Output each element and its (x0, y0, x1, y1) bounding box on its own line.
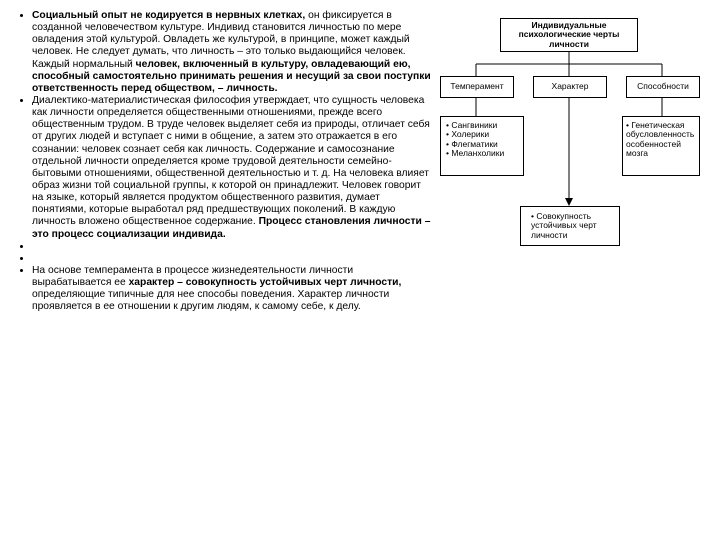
list-item-melancholic: Меланхолики (446, 149, 504, 158)
diagram-temperament-box: Темперамент (440, 76, 514, 98)
diagram-character-box: Характер (533, 76, 607, 98)
bullet-list: Социальный опыт не кодируется в нервных … (12, 10, 432, 314)
p5-c: определяющие типичные для нее способы по… (32, 289, 389, 312)
bottom-text: Совокупность устойчивых черт личности (531, 211, 597, 240)
diagram-top-box: Индивидуальные психологические черты лич… (500, 18, 638, 52)
diagram-abilities-box: Способности (626, 76, 700, 98)
abilities-sub-text: Генетическая обусловленность особенносте… (626, 121, 696, 158)
paragraph-2: Диалектико-материалистическая философия … (32, 95, 432, 241)
diagram-bottom-box: • Совокупность устойчивых черт личности (520, 206, 620, 246)
diagram-temperament-list: Сангвиники Холерики Флегматики Меланхоли… (440, 116, 524, 176)
p5-bold: характер – совокупность устойчивых черт … (129, 277, 402, 288)
p2-body: Диалектико-материалистическая философия … (32, 95, 430, 227)
diagram: Индивидуальные психологические черты лич… (438, 10, 700, 530)
empty-bullet-2 (32, 253, 432, 265)
text-column: Социальный опыт не кодируется в нервных … (12, 10, 432, 530)
empty-bullet-1 (32, 241, 432, 253)
diagram-abilities-sub: Генетическая обусловленность особенносте… (622, 116, 700, 176)
paragraph-5: На основе темперамента в процессе жизнед… (32, 265, 432, 314)
p1-bold-open: Социальный опыт не кодируется в нервных … (32, 10, 305, 21)
paragraph-1: Социальный опыт не кодируется в нервных … (32, 10, 432, 95)
